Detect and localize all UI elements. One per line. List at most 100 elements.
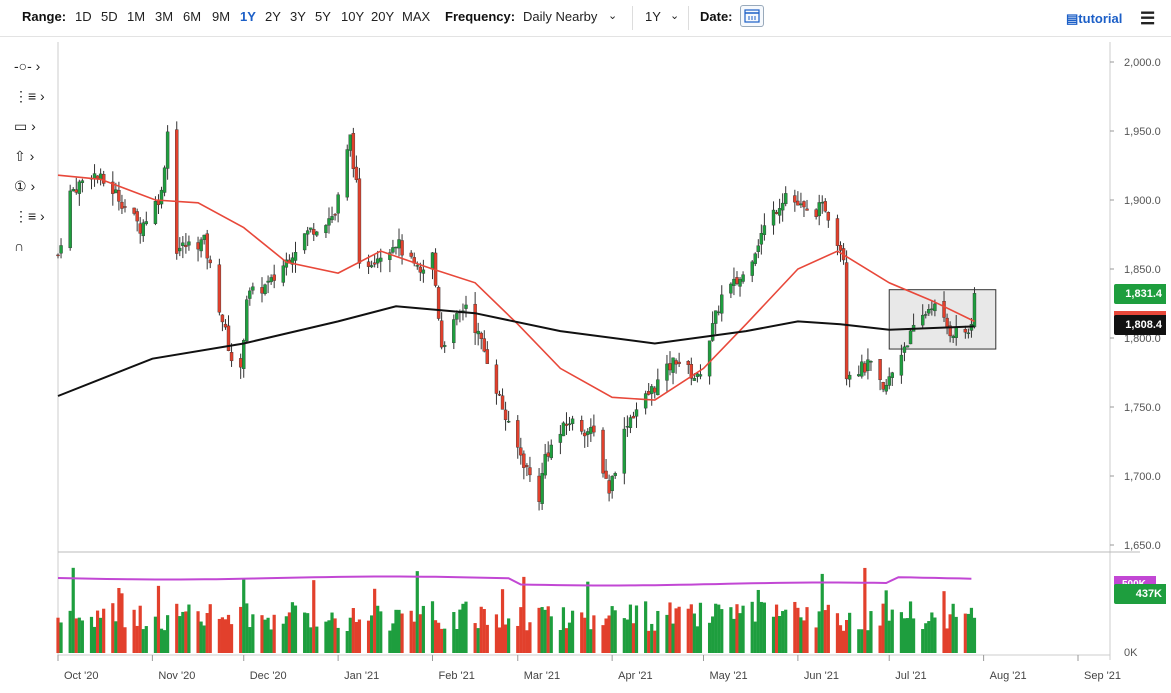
- volume-bar: [628, 604, 633, 653]
- time-tick-label: May '21: [709, 670, 747, 682]
- candle-body: [713, 310, 718, 324]
- volume-bar: [306, 613, 310, 653]
- range-button-3m[interactable]: 3M: [155, 9, 174, 24]
- candle-body: [951, 335, 955, 338]
- volume-bar: [473, 623, 477, 653]
- candle-body: [421, 269, 426, 274]
- candle-body: [780, 202, 785, 211]
- candle-body: [881, 382, 885, 390]
- candle-body: [272, 274, 276, 281]
- volume-bar: [610, 606, 614, 653]
- range-button-5y[interactable]: 5Y: [315, 9, 331, 24]
- candle-body: [820, 201, 824, 204]
- volume-bar: [159, 628, 164, 653]
- candle-body: [77, 181, 82, 194]
- last-price-tag: 1,831.4: [1114, 284, 1166, 304]
- candle-body: [561, 422, 566, 437]
- range-button-max[interactable]: MAX: [402, 9, 431, 24]
- volume-bar: [738, 613, 742, 653]
- period-select[interactable]: 1Y: [645, 9, 661, 24]
- time-tick-label: Jun '21: [804, 670, 839, 682]
- candle-body: [674, 360, 678, 365]
- volume-bar: [921, 629, 925, 653]
- volume-bar: [668, 602, 672, 653]
- range-button-2y[interactable]: 2Y: [265, 9, 281, 24]
- volume-bar: [604, 618, 608, 653]
- range-button-10y[interactable]: 10Y: [341, 9, 365, 24]
- volume-bar: [196, 611, 200, 653]
- volume-bar: [561, 607, 566, 653]
- candle-body: [589, 426, 593, 434]
- candle-body: [866, 359, 870, 372]
- volume-bar: [357, 619, 362, 653]
- volume-bar: [686, 608, 690, 653]
- volume-bar: [823, 610, 827, 653]
- volume-bar: [762, 602, 766, 653]
- candle-body: [634, 409, 639, 417]
- volume-bar: [945, 628, 949, 653]
- candle-body: [379, 257, 383, 262]
- candle-body: [613, 473, 617, 476]
- time-tick-label: Apr '21: [618, 670, 653, 682]
- candle-body: [309, 227, 313, 230]
- candle-body: [345, 149, 349, 198]
- magnet-tool-icon[interactable]: ∩: [14, 238, 25, 254]
- range-button-1d[interactable]: 1D: [75, 9, 92, 24]
- candle-body: [95, 175, 100, 179]
- candle-body: [717, 311, 721, 314]
- volume-bar: [217, 618, 221, 653]
- volume-bar: [720, 609, 724, 653]
- volume-bar: [187, 604, 191, 653]
- candle-body: [826, 212, 831, 221]
- range-button-5d[interactable]: 5D: [101, 9, 118, 24]
- candle-body: [570, 418, 575, 424]
- film-icon: ▤: [1066, 11, 1079, 26]
- candle-body: [537, 475, 541, 502]
- volume-bar: [817, 611, 821, 653]
- volume-bar: [689, 604, 693, 653]
- candle-body: [248, 290, 252, 299]
- candle-body: [857, 374, 861, 377]
- shape-tool-icon[interactable]: ▭ ›: [14, 118, 36, 134]
- annotation-tool-icon[interactable]: ① ›: [14, 178, 36, 194]
- candle-body: [138, 223, 142, 234]
- settings-tool-icon[interactable]: ⋮≡ ›: [14, 208, 45, 224]
- range-button-1m[interactable]: 1M: [127, 9, 146, 24]
- volume-bar: [479, 606, 483, 653]
- range-label: Range:: [22, 9, 67, 24]
- candle-body: [793, 195, 797, 203]
- candle-body: [372, 262, 377, 265]
- crosshair-tool-icon[interactable]: -○- ›: [14, 58, 41, 74]
- range-button-6m[interactable]: 6M: [183, 9, 202, 24]
- candle-body: [153, 201, 158, 224]
- tutorial-link[interactable]: ▤tutorial: [1066, 11, 1122, 27]
- candle-body: [229, 352, 234, 362]
- frequency-select[interactable]: Daily Nearby: [523, 9, 598, 24]
- range-button-1y[interactable]: 1Y: [240, 9, 256, 24]
- range-button-3y[interactable]: 3Y: [290, 9, 306, 24]
- candle-body: [506, 420, 511, 423]
- consolidation-box: [888, 289, 997, 350]
- time-tick-label: Feb '21: [439, 670, 475, 682]
- volume-bar: [199, 621, 203, 653]
- candle-body: [927, 309, 931, 314]
- drawing-list-tool-icon[interactable]: ⋮≡ ›: [14, 88, 45, 104]
- candle-body: [546, 452, 550, 457]
- volume-bar: [625, 619, 629, 653]
- candle-body: [908, 330, 913, 345]
- candle-body: [452, 319, 456, 344]
- volume-bar: [89, 616, 94, 653]
- chevron-down-icon[interactable]: ⌄: [670, 10, 680, 22]
- range-button-9m[interactable]: 9M: [212, 9, 231, 24]
- range-button-20y[interactable]: 20Y: [371, 9, 395, 24]
- volume-bar: [954, 616, 958, 653]
- arrow-tool-icon[interactable]: ⇧ ›: [14, 148, 35, 164]
- candle-body: [482, 338, 486, 352]
- calendar-icon[interactable]: [740, 5, 764, 27]
- hamburger-icon[interactable]: ☰: [1140, 9, 1156, 28]
- candle-body: [187, 241, 191, 246]
- candle-body: [930, 308, 934, 311]
- chevron-down-icon[interactable]: ⌄: [608, 10, 618, 22]
- date-label: Date:: [700, 9, 733, 24]
